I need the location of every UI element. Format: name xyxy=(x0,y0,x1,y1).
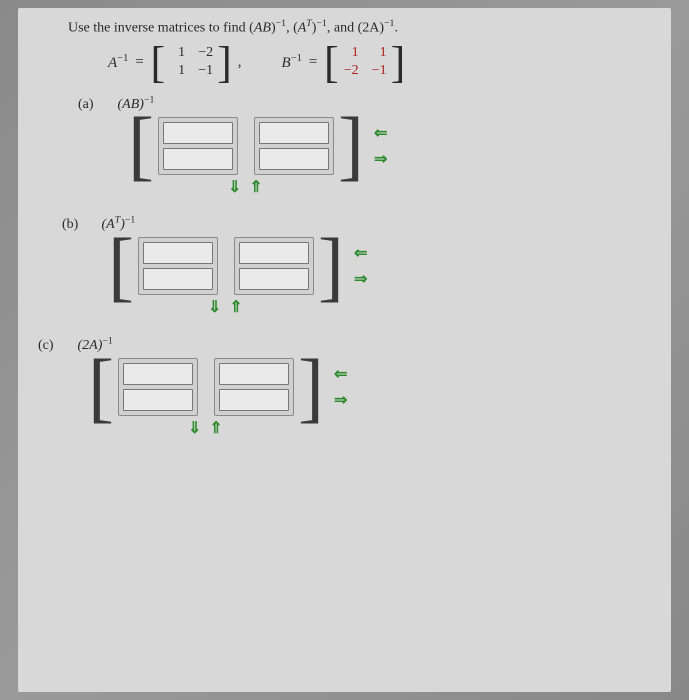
input-c-21[interactable] xyxy=(123,389,193,411)
input-b-11[interactable] xyxy=(143,242,213,264)
remove-row-icon[interactable]: ⇐ xyxy=(374,123,387,143)
col-group-b-1 xyxy=(138,237,218,295)
add-row-icon[interactable]: ⇒ xyxy=(374,149,387,169)
answer-matrix-c: [ ] xyxy=(88,358,324,416)
answer-block-c: [ ] ⇐ ⇒ ⇓ ⇑ xyxy=(88,358,641,416)
part-c-label: (c) (2A)−1 xyxy=(38,335,641,354)
answer-block-a: [ ] ⇐ ⇒ ⇓ ⇑ xyxy=(128,117,641,175)
answer-matrix-b: [ ] xyxy=(108,237,344,295)
add-row-icon[interactable]: ⇒ xyxy=(354,269,367,289)
equation-b-inverse: B−1 = [ 1 1 −2 −1 ] xyxy=(282,45,406,80)
prompt-text: Use the inverse matrices to find (AB)−1,… xyxy=(68,18,641,37)
col-group-c-2 xyxy=(214,358,294,416)
input-a-22[interactable] xyxy=(259,148,329,170)
page: Use the inverse matrices to find (AB)−1,… xyxy=(18,8,671,692)
prompt-pre: Use the inverse matrices to find xyxy=(68,21,249,36)
remove-col-icon[interactable]: ⇓ xyxy=(208,299,223,316)
remove-col-icon[interactable]: ⇓ xyxy=(188,420,203,437)
col-group-b-2 xyxy=(234,237,314,295)
input-a-21[interactable] xyxy=(163,148,233,170)
input-c-11[interactable] xyxy=(123,363,193,385)
add-col-icon[interactable]: ⇑ xyxy=(249,179,264,196)
matrix-b-inverse: [ 1 1 −2 −1 ] xyxy=(324,45,405,80)
remove-col-icon[interactable]: ⇓ xyxy=(228,179,243,196)
answer-block-b: [ ] ⇐ ⇒ ⇓ ⇑ xyxy=(108,237,641,295)
input-c-12[interactable] xyxy=(219,363,289,385)
add-col-icon[interactable]: ⇑ xyxy=(209,420,224,437)
row-controls-b: ⇐ ⇒ xyxy=(354,243,367,289)
col-controls-b: ⇓ ⇑ xyxy=(208,297,245,317)
matrix-a-inverse: [ 1 −2 1 −1 ] xyxy=(150,45,231,80)
row-controls-c: ⇐ ⇒ xyxy=(334,364,347,410)
row-controls-a: ⇐ ⇒ xyxy=(374,123,387,169)
given-equations: A−1 = [ 1 −2 1 −1 ] , B−1 = [ 1 1 xyxy=(108,45,641,80)
answer-matrix-a: [ ] xyxy=(128,117,364,175)
input-a-12[interactable] xyxy=(259,122,329,144)
add-col-icon[interactable]: ⇑ xyxy=(229,299,244,316)
col-group-a-2 xyxy=(254,117,334,175)
remove-row-icon[interactable]: ⇐ xyxy=(354,243,367,263)
input-b-22[interactable] xyxy=(239,268,309,290)
col-controls-a: ⇓ ⇑ xyxy=(228,177,265,197)
remove-row-icon[interactable]: ⇐ xyxy=(334,364,347,384)
col-group-a-1 xyxy=(158,117,238,175)
input-b-12[interactable] xyxy=(239,242,309,264)
col-controls-c: ⇓ ⇑ xyxy=(188,418,225,438)
equation-a-inverse: A−1 = [ 1 −2 1 −1 ] , xyxy=(108,45,242,80)
input-b-21[interactable] xyxy=(143,268,213,290)
part-b-label: (b) (AT)−1 xyxy=(62,215,641,234)
input-a-11[interactable] xyxy=(163,122,233,144)
add-row-icon[interactable]: ⇒ xyxy=(334,390,347,410)
input-c-22[interactable] xyxy=(219,389,289,411)
col-group-c-1 xyxy=(118,358,198,416)
